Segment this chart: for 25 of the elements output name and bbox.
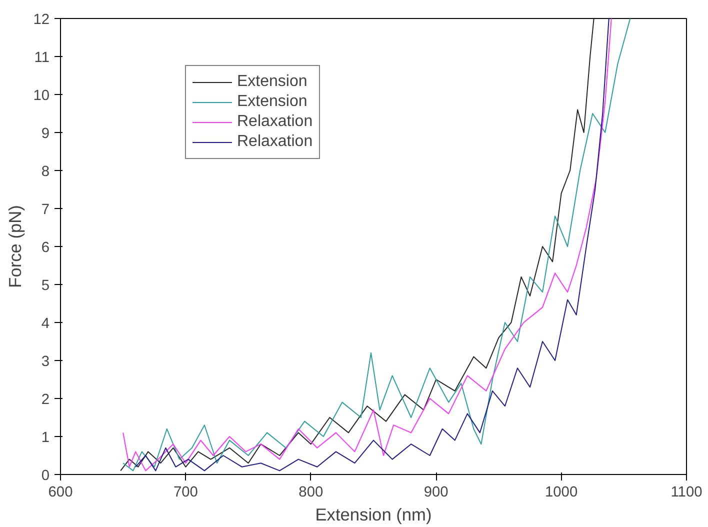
legend-label: Extension — [237, 73, 308, 91]
legend-label: Relaxation — [237, 133, 313, 151]
y-tick-label: 12 — [33, 12, 50, 28]
y-tick-label: 7 — [41, 202, 50, 218]
y-tick-label: 2 — [41, 392, 50, 408]
x-axis-title: Extension (nm) — [315, 504, 432, 524]
y-tick-label: 11 — [34, 50, 50, 66]
y-tick-label: 9 — [41, 126, 50, 142]
y-tick-label: 8 — [41, 164, 50, 180]
y-tick-label: 1 — [41, 430, 50, 446]
y-tick-label: 0 — [41, 468, 50, 484]
x-tick-label: 1000 — [545, 484, 578, 500]
x-tick-label: 700 — [173, 484, 198, 500]
legend-label: Relaxation — [237, 113, 313, 131]
legend-label: Extension — [237, 93, 308, 111]
y-tick-label: 10 — [33, 88, 50, 104]
y-tick-label: 6 — [41, 240, 50, 256]
y-tick-label: 5 — [41, 278, 50, 294]
y-tick-label: 4 — [41, 316, 50, 332]
x-tick-label: 1100 — [670, 484, 702, 500]
y-axis-title: Force (pN) — [5, 205, 26, 288]
x-tick-label: 800 — [298, 484, 324, 500]
x-tick-label: 900 — [424, 484, 448, 500]
x-tick-label: 600 — [48, 484, 73, 500]
y-tick-label: 3 — [41, 354, 50, 370]
